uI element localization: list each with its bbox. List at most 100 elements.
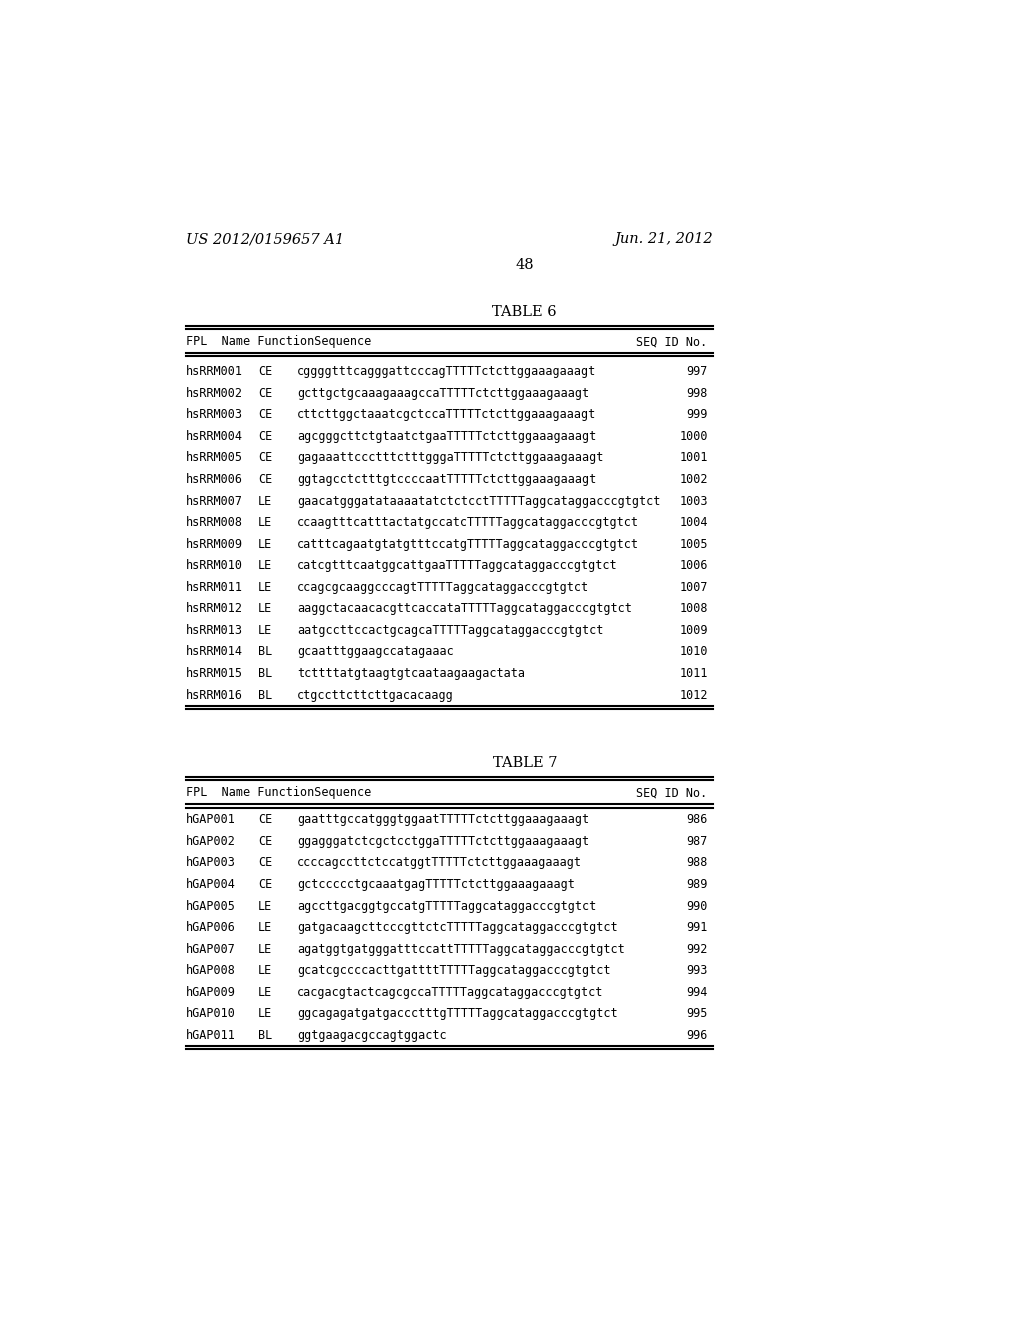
Text: 995: 995: [686, 1007, 708, 1020]
Text: hsRRM014: hsRRM014: [186, 645, 243, 659]
Text: gatgacaagcttcccgttctcTTTTTaggcataggacccgtgtct: gatgacaagcttcccgttctcTTTTTaggcataggacccg…: [297, 921, 617, 935]
Text: hGAP011: hGAP011: [186, 1028, 236, 1041]
Text: hsRRM003: hsRRM003: [186, 408, 243, 421]
Text: LE: LE: [258, 964, 272, 977]
Text: 48: 48: [515, 257, 535, 272]
Text: agatggtgatgggatttccattTTTTTaggcataggacccgtgtct: agatggtgatgggatttccattTTTTTaggcataggaccc…: [297, 942, 625, 956]
Text: cacgacgtactcagcgccaTTTTTaggcataggacccgtgtct: cacgacgtactcagcgccaTTTTTaggcataggacccgtg…: [297, 986, 603, 999]
Text: 997: 997: [686, 366, 708, 379]
Text: ccaagtttcatttactatgccatcTTTTTaggcataggacccgtgtct: ccaagtttcatttactatgccatcTTTTTaggcataggac…: [297, 516, 639, 529]
Text: hsRRM011: hsRRM011: [186, 581, 243, 594]
Text: hGAP008: hGAP008: [186, 964, 236, 977]
Text: 1010: 1010: [679, 645, 708, 659]
Text: 1001: 1001: [679, 451, 708, 465]
Text: 1004: 1004: [679, 516, 708, 529]
Text: gctccccctgcaaatgagTTTTTctcttggaaagaaagt: gctccccctgcaaatgagTTTTTctcttggaaagaaagt: [297, 878, 574, 891]
Text: hGAP007: hGAP007: [186, 942, 236, 956]
Text: CE: CE: [258, 408, 272, 421]
Text: LE: LE: [258, 624, 272, 638]
Text: hGAP003: hGAP003: [186, 857, 236, 870]
Text: hsRRM001: hsRRM001: [186, 366, 243, 379]
Text: 988: 988: [686, 857, 708, 870]
Text: hsRRM002: hsRRM002: [186, 387, 243, 400]
Text: BL: BL: [258, 1028, 272, 1041]
Text: hsRRM004: hsRRM004: [186, 430, 243, 444]
Text: CE: CE: [258, 387, 272, 400]
Text: cttcttggctaaatcgctccaTTTTTctcttggaaagaaagt: cttcttggctaaatcgctccaTTTTTctcttggaaagaaa…: [297, 408, 596, 421]
Text: ggtagcctctttgtccccaatTTTTTctcttggaaagaaagt: ggtagcctctttgtccccaatTTTTTctcttggaaagaaa…: [297, 473, 596, 486]
Text: cggggtttcagggattcccagTTTTTctcttggaaagaaagt: cggggtttcagggattcccagTTTTTctcttggaaagaaa…: [297, 366, 596, 379]
Text: gagaaattccctttctttgggaTTTTTctcttggaaagaaagt: gagaaattccctttctttgggaTTTTTctcttggaaagaa…: [297, 451, 603, 465]
Text: CE: CE: [258, 430, 272, 444]
Text: catcgtttcaatggcattgaaTTTTTaggcataggacccgtgtct: catcgtttcaatggcattgaaTTTTTaggcataggacccg…: [297, 560, 617, 573]
Text: gcaatttggaagccatagaaac: gcaatttggaagccatagaaac: [297, 645, 454, 659]
Text: gaatttgccatgggtggaatTTTTTctcttggaaagaaagt: gaatttgccatgggtggaatTTTTTctcttggaaagaaag…: [297, 813, 589, 826]
Text: 992: 992: [686, 942, 708, 956]
Text: hGAP004: hGAP004: [186, 878, 236, 891]
Text: catttcagaatgtatgtttccatgTTTTTaggcataggacccgtgtct: catttcagaatgtatgtttccatgTTTTTaggcataggac…: [297, 537, 639, 550]
Text: LE: LE: [258, 495, 272, 508]
Text: 991: 991: [686, 921, 708, 935]
Text: hGAP002: hGAP002: [186, 834, 236, 847]
Text: SEQ ID No.: SEQ ID No.: [637, 335, 708, 348]
Text: agccttgacggtgccatgTTTTTaggcataggacccgtgtct: agccttgacggtgccatgTTTTTaggcataggacccgtgt…: [297, 899, 596, 912]
Text: 996: 996: [686, 1028, 708, 1041]
Text: aatgccttccactgcagcaTTTTTaggcataggacccgtgtct: aatgccttccactgcagcaTTTTTaggcataggacccgtg…: [297, 624, 603, 638]
Text: Jun. 21, 2012: Jun. 21, 2012: [614, 232, 713, 247]
Text: tcttttatgtaagtgtcaataagaagactata: tcttttatgtaagtgtcaataagaagactata: [297, 667, 525, 680]
Text: LE: LE: [258, 581, 272, 594]
Text: agcgggcttctgtaatctgaaTTTTTctcttggaaagaaagt: agcgggcttctgtaatctgaaTTTTTctcttggaaagaaa…: [297, 430, 596, 444]
Text: ggtgaagacgccagtggactc: ggtgaagacgccagtggactc: [297, 1028, 446, 1041]
Text: 990: 990: [686, 899, 708, 912]
Text: LE: LE: [258, 602, 272, 615]
Text: gcatcgccccacttgattttTTTTTaggcataggacccgtgtct: gcatcgccccacttgattttTTTTTaggcataggacccgt…: [297, 964, 610, 977]
Text: LE: LE: [258, 560, 272, 573]
Text: CE: CE: [258, 857, 272, 870]
Text: 989: 989: [686, 878, 708, 891]
Text: aaggctacaacacgttcaccataTTTTTaggcataggacccgtgtct: aaggctacaacacgttcaccataTTTTTaggcataggacc…: [297, 602, 632, 615]
Text: hsRRM010: hsRRM010: [186, 560, 243, 573]
Text: hGAP009: hGAP009: [186, 986, 236, 999]
Text: hsRRM013: hsRRM013: [186, 624, 243, 638]
Text: hsRRM005: hsRRM005: [186, 451, 243, 465]
Text: CE: CE: [258, 366, 272, 379]
Text: FPL  Name FunctionSequence: FPL Name FunctionSequence: [186, 787, 372, 800]
Text: 999: 999: [686, 408, 708, 421]
Text: gcttgctgcaaagaaagccaTTTTTctcttggaaagaaagt: gcttgctgcaaagaaagccaTTTTTctcttggaaagaaag…: [297, 387, 589, 400]
Text: 987: 987: [686, 834, 708, 847]
Text: 998: 998: [686, 387, 708, 400]
Text: 993: 993: [686, 964, 708, 977]
Text: CE: CE: [258, 451, 272, 465]
Text: 1011: 1011: [679, 667, 708, 680]
Text: 1000: 1000: [679, 430, 708, 444]
Text: ccagcgcaaggcccagtTTTTTaggcataggacccgtgtct: ccagcgcaaggcccagtTTTTTaggcataggacccgtgtc…: [297, 581, 589, 594]
Text: 986: 986: [686, 813, 708, 826]
Text: 1003: 1003: [679, 495, 708, 508]
Text: hsRRM007: hsRRM007: [186, 495, 243, 508]
Text: hGAP001: hGAP001: [186, 813, 236, 826]
Text: hGAP006: hGAP006: [186, 921, 236, 935]
Text: CE: CE: [258, 813, 272, 826]
Text: BL: BL: [258, 667, 272, 680]
Text: BL: BL: [258, 645, 272, 659]
Text: 1009: 1009: [679, 624, 708, 638]
Text: SEQ ID No.: SEQ ID No.: [637, 787, 708, 800]
Text: 1008: 1008: [679, 602, 708, 615]
Text: LE: LE: [258, 942, 272, 956]
Text: 1006: 1006: [679, 560, 708, 573]
Text: ccccagccttctccatggtTTTTTctcttggaaagaaagt: ccccagccttctccatggtTTTTTctcttggaaagaaagt: [297, 857, 582, 870]
Text: hsRRM006: hsRRM006: [186, 473, 243, 486]
Text: TABLE 7: TABLE 7: [493, 756, 557, 770]
Text: CE: CE: [258, 878, 272, 891]
Text: 1005: 1005: [679, 537, 708, 550]
Text: LE: LE: [258, 921, 272, 935]
Text: FPL  Name FunctionSequence: FPL Name FunctionSequence: [186, 335, 372, 348]
Text: 1002: 1002: [679, 473, 708, 486]
Text: LE: LE: [258, 537, 272, 550]
Text: LE: LE: [258, 899, 272, 912]
Text: US 2012/0159657 A1: US 2012/0159657 A1: [186, 232, 344, 247]
Text: 1007: 1007: [679, 581, 708, 594]
Text: hsRRM012: hsRRM012: [186, 602, 243, 615]
Text: hGAP010: hGAP010: [186, 1007, 236, 1020]
Text: hsRRM015: hsRRM015: [186, 667, 243, 680]
